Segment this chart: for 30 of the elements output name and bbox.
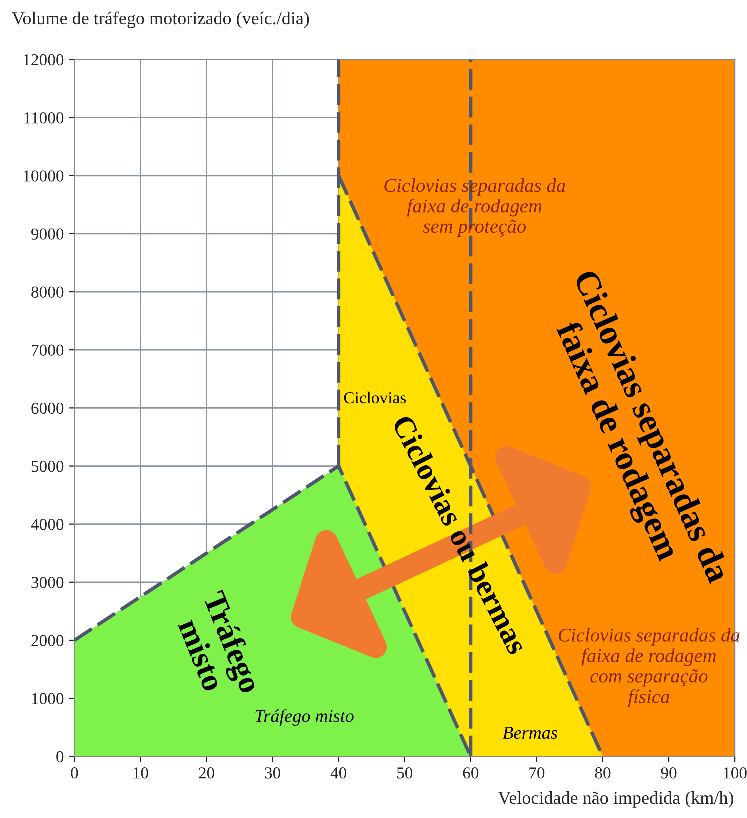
y-tick-label: 5000	[32, 460, 64, 472]
x-tick-label: 30	[265, 768, 280, 779]
annotation: Bermas	[502, 727, 558, 740]
y-tick-label: 11000	[24, 112, 64, 124]
x-tick-label: 40	[330, 768, 347, 779]
y-tick-label: 2000	[32, 635, 64, 646]
x-tick-label: 90	[661, 768, 677, 779]
y-tick-label: 3000	[32, 577, 64, 588]
y-tick-label: 6000	[32, 402, 64, 414]
y-tick-label: 0	[56, 751, 64, 763]
annotation: Tráfego misto	[178, 589, 264, 698]
y-tick-label: 4000	[31, 519, 64, 530]
y-tick-label: 7000	[32, 344, 64, 356]
x-tick-label: 10	[134, 768, 148, 779]
y-tick-label: 1000	[32, 693, 64, 705]
x-tick-label: 20	[199, 768, 214, 779]
annotation: Ciclovias	[344, 392, 406, 404]
y-axis-title: Volume de tráfego motorizado (veíc./dia)	[12, 12, 310, 28]
x-tick-label: 60	[463, 768, 479, 779]
x-tick-label: 0	[71, 768, 78, 779]
x-tick-label: 50	[398, 768, 413, 779]
y-tick-label: 9000	[31, 228, 64, 240]
x-tick-label: 100	[724, 768, 747, 779]
x-axis-title: Velocidade não impedida (km/h)	[498, 791, 734, 808]
x-tick-label: 70	[530, 768, 545, 779]
y-tick-label: 10000	[24, 170, 64, 182]
annotation: Tráfego misto	[256, 709, 354, 726]
y-tick-label: 12000	[24, 54, 64, 66]
y-tick-label: 8000	[32, 286, 64, 298]
x-tick-label: 80	[595, 768, 611, 779]
